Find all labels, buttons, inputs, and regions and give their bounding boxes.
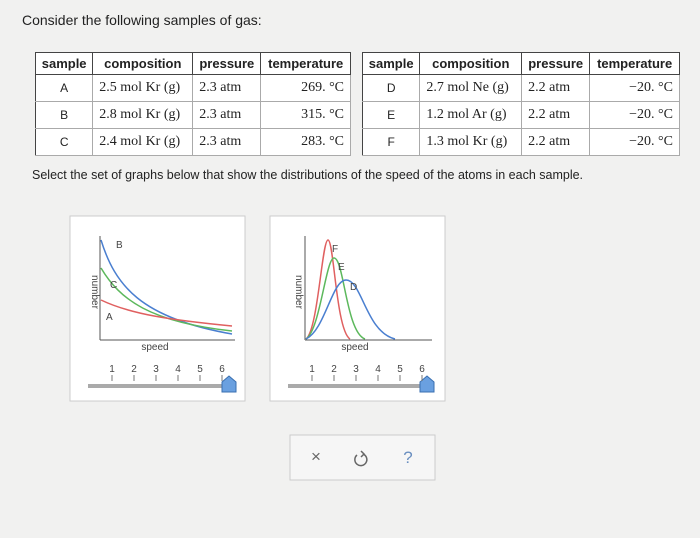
x-label: speed	[341, 342, 368, 353]
samples-table: sample composition pressure temperature D 2.7…	[361, 52, 680, 156]
table-cell: 2.2 atm	[521, 101, 591, 129]
graph-option[interactable]: number speed F E D	[269, 215, 446, 402]
slider-tick-label: 6	[419, 364, 425, 375]
table-cell: F	[361, 128, 421, 156]
column-header: temperature	[260, 52, 351, 75]
curve-label: C	[110, 280, 117, 291]
curve-label: E	[338, 262, 345, 273]
slider-handle[interactable]	[419, 375, 435, 393]
button-bar	[289, 434, 436, 481]
table-row: D 2.7 mol Ne (g) 2.2 atm −20. °C	[361, 74, 680, 102]
table-cell: 2.3 atm	[192, 101, 262, 129]
slider-tick-label: 3	[153, 364, 159, 375]
column-header: pressure	[521, 52, 591, 75]
table-cell: 2.3 atm	[192, 128, 262, 156]
table-row: B 2.8 mol Kr (g) 2.3 atm 315. °C	[34, 101, 351, 129]
y-label: number	[89, 275, 100, 310]
graph-option[interactable]: number speed B C A	[69, 215, 246, 402]
graph-panel[interactable]	[269, 215, 446, 402]
table-cell: 1.3 mol Kr (g)	[419, 128, 523, 156]
table-cell: −20. °C	[589, 128, 680, 156]
instruction-text: Select the set of graphs below that show…	[32, 168, 584, 182]
slider-tick-label: 1	[309, 364, 315, 375]
header-row: sample composition pressure temperature	[361, 52, 680, 75]
table-cell: C	[34, 128, 94, 156]
curve-label: B	[116, 240, 123, 251]
table-cell: 2.2 atm	[521, 128, 591, 156]
clear-button[interactable]: ×	[311, 447, 321, 466]
y-label: number	[293, 275, 304, 310]
table-row: E 1.2 mol Ar (g) 2.2 atm −20. °C	[361, 101, 680, 129]
slider-tick-label: 4	[175, 364, 181, 375]
table-cell: 269. °C	[260, 74, 351, 102]
table-cell: E	[361, 101, 421, 129]
slider-tick-label: 2	[331, 364, 337, 375]
samples-table: sample composition pressure temperature A 2.5…	[34, 52, 351, 156]
table-cell: D	[361, 74, 421, 102]
slider-tick-label: 2	[131, 364, 137, 375]
help-button[interactable]: ?	[403, 448, 412, 467]
table-cell: A	[34, 74, 94, 102]
table-cell: −20. °C	[589, 101, 680, 129]
intro-text: Consider the following samples of gas:	[22, 12, 262, 28]
column-header: composition	[419, 52, 523, 75]
curve-label: A	[106, 312, 113, 323]
curve	[100, 299, 233, 327]
curve	[305, 279, 396, 340]
table-cell: −20. °C	[589, 74, 680, 102]
graph-panel[interactable]	[69, 215, 246, 402]
column-header: sample	[34, 52, 94, 75]
curve-label: F	[332, 244, 338, 255]
slider-tick-label: 6	[219, 364, 225, 375]
slider-tick-label: 5	[397, 364, 403, 375]
table-cell: 2.4 mol Kr (g)	[92, 128, 194, 156]
table-cell: 2.8 mol Kr (g)	[92, 101, 194, 129]
x-label: speed	[141, 342, 168, 353]
undo-button[interactable]	[354, 450, 368, 467]
slider-handle[interactable]	[221, 375, 237, 393]
curve	[100, 267, 233, 332]
table-cell: 283. °C	[260, 128, 351, 156]
slider-tick-label: 1	[109, 364, 115, 375]
table-row: A 2.5 mol Kr (g) 2.3 atm 269. °C	[34, 74, 351, 102]
curve	[305, 257, 366, 340]
curve-label: D	[350, 282, 357, 293]
table-cell: 2.3 atm	[192, 74, 262, 102]
slider-tick-label: 3	[353, 364, 359, 375]
header-row: sample composition pressure temperature	[34, 52, 351, 75]
slider-tick-label: 4	[375, 364, 381, 375]
table-row: C 2.4 mol Kr (g) 2.3 atm 283. °C	[34, 128, 351, 156]
curve	[305, 239, 351, 340]
table-cell: 2.2 atm	[521, 74, 591, 102]
curve	[100, 239, 233, 335]
slider-tick-label: 5	[197, 364, 203, 375]
table-row: F 1.3 mol Kr (g) 2.2 atm −20. °C	[361, 128, 680, 156]
